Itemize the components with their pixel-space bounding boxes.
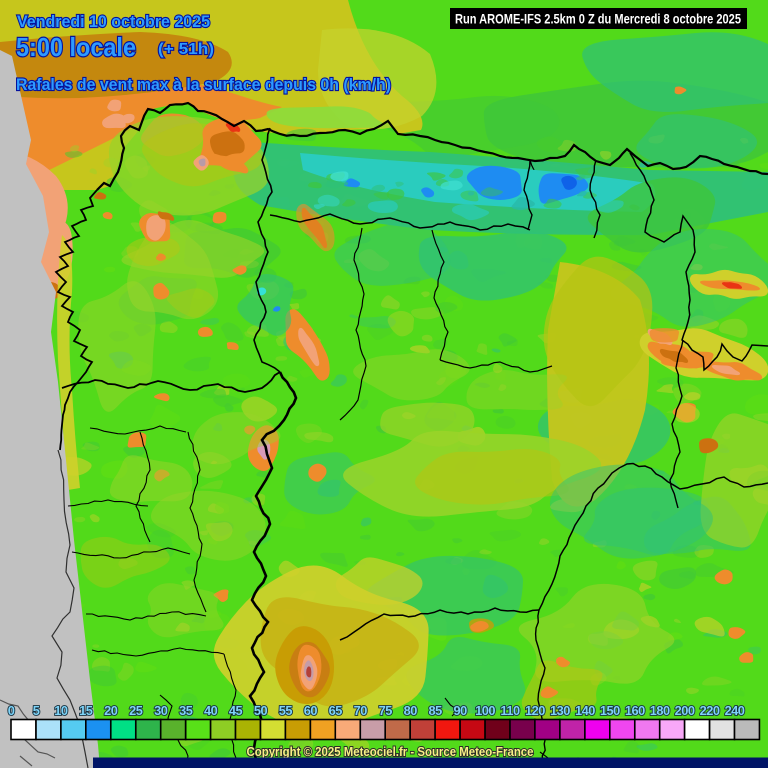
svg-text:90: 90	[453, 703, 467, 718]
svg-text:200: 200	[675, 703, 695, 718]
svg-text:75: 75	[379, 703, 393, 718]
svg-text:130: 130	[550, 703, 570, 718]
svg-text:60: 60	[304, 703, 318, 718]
svg-text:(+ 51h): (+ 51h)	[158, 41, 214, 58]
svg-text:65: 65	[329, 703, 343, 718]
svg-text:Rafales de vent max à la surfa: Rafales de vent max à la surface depuis …	[16, 76, 391, 94]
svg-text:50: 50	[254, 703, 268, 718]
svg-text:25: 25	[129, 703, 143, 718]
svg-text:30: 30	[154, 703, 168, 718]
svg-text:110: 110	[500, 703, 520, 718]
svg-text:0: 0	[8, 703, 15, 718]
svg-text:140: 140	[575, 703, 595, 718]
svg-text:Vendredi 10 octobre 2025: Vendredi 10 octobre 2025	[17, 12, 210, 31]
svg-text:5:00 locale: 5:00 locale	[16, 32, 136, 62]
svg-text:Copyright © 2025 Meteociel.fr: Copyright © 2025 Meteociel.fr - Source M…	[247, 744, 534, 759]
svg-text:15: 15	[79, 703, 93, 718]
svg-text:5: 5	[33, 703, 40, 718]
svg-text:160: 160	[625, 703, 645, 718]
svg-text:100: 100	[475, 703, 495, 718]
svg-text:55: 55	[279, 703, 293, 718]
svg-text:85: 85	[428, 703, 442, 718]
svg-text:45: 45	[229, 703, 243, 718]
svg-text:40: 40	[204, 703, 218, 718]
svg-text:220: 220	[700, 703, 720, 718]
svg-text:10: 10	[54, 703, 68, 718]
svg-text:240: 240	[725, 703, 745, 718]
svg-text:Run AROME-IFS 2.5km 0 Z du Mer: Run AROME-IFS 2.5km 0 Z du Mercredi 8 oc…	[455, 11, 741, 27]
svg-text:80: 80	[404, 703, 418, 718]
svg-text:120: 120	[525, 703, 545, 718]
svg-text:150: 150	[600, 703, 620, 718]
svg-text:70: 70	[354, 703, 368, 718]
svg-text:20: 20	[104, 703, 118, 718]
svg-text:180: 180	[650, 703, 670, 718]
svg-text:35: 35	[179, 703, 193, 718]
